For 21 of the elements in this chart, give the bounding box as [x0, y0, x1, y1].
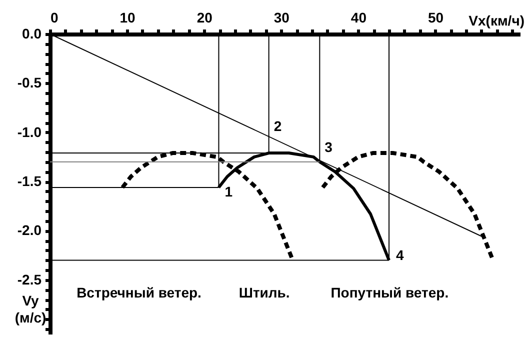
y-tick-label: -2.5	[17, 271, 42, 288]
x-tick-label: 50	[428, 10, 444, 26]
y-axis-title: Vy (м/с)	[14, 292, 46, 326]
x-tick-label: 30	[274, 10, 290, 26]
x-tick-label: 20	[196, 10, 213, 26]
annotation: Встречный ветер.	[76, 284, 202, 300]
y-tick-label: -0.5	[17, 74, 42, 91]
annotation: Штиль.	[238, 284, 290, 300]
y-tick-label: -2.0	[17, 222, 42, 238]
annotation: 1	[224, 183, 233, 200]
annotation: 2	[274, 118, 282, 134]
y-tick-label: -1.0	[17, 124, 42, 140]
x-axis-title: Vx(км/ч)	[468, 12, 524, 28]
x-tick-label: 40	[350, 10, 367, 26]
annotation: 3	[324, 138, 333, 155]
annotation: 4	[396, 247, 404, 264]
x-tick-label: 10	[120, 10, 136, 26]
annotation: Попутный ветер.	[330, 284, 449, 300]
x-tick-label: 0	[50, 10, 58, 26]
y-tick-label: 0.0	[22, 26, 42, 42]
y-tick-label: -1.5	[17, 173, 42, 190]
